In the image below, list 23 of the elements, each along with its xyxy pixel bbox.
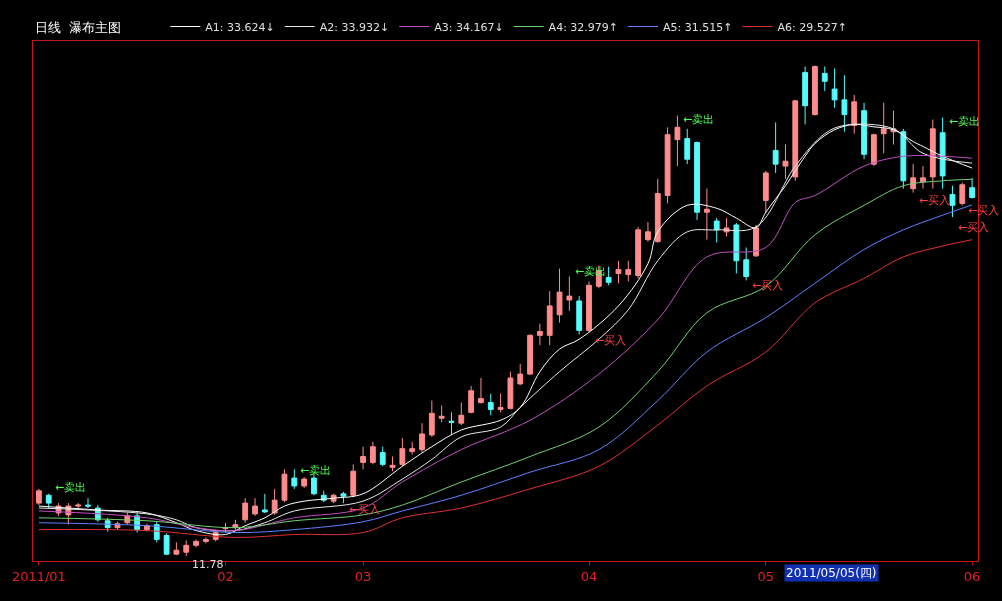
x-tick-label: 06 (963, 568, 981, 584)
x-tick-label: 03 (354, 568, 372, 584)
legend-label: A1: 33.624↓ (205, 20, 275, 34)
text: 11.78 (192, 558, 224, 571)
x-tick-label: 05 (757, 568, 775, 584)
legend-label: A3: 34.167↓ (434, 20, 504, 34)
chart-title: 日线 瀑布主图 (35, 20, 122, 35)
annotation: ←卖出 (683, 113, 715, 126)
annotation: ←买入 (349, 503, 381, 516)
annotation: ←买入 (595, 334, 627, 347)
legend-label: A5: 31.515↑ (663, 20, 733, 34)
annotation: ←买入 (752, 279, 784, 292)
x-tick-label: 02 (217, 568, 234, 584)
annotation: ←卖出 (55, 481, 87, 494)
legend-label: A6: 29.527↑ (777, 20, 847, 34)
annotation: ←卖出 (300, 464, 332, 477)
x-tick-label: 04 (580, 568, 598, 584)
annotation: ←买入 (919, 194, 951, 207)
legend-label: A4: 32.979↑ (548, 20, 619, 34)
x-tick-label: 2011/01 (11, 568, 66, 584)
text: 2011/05/05(四) (786, 566, 877, 580)
legend-label: A2: 33.932↓ (319, 20, 390, 34)
annotation: ←卖出 (575, 265, 607, 278)
